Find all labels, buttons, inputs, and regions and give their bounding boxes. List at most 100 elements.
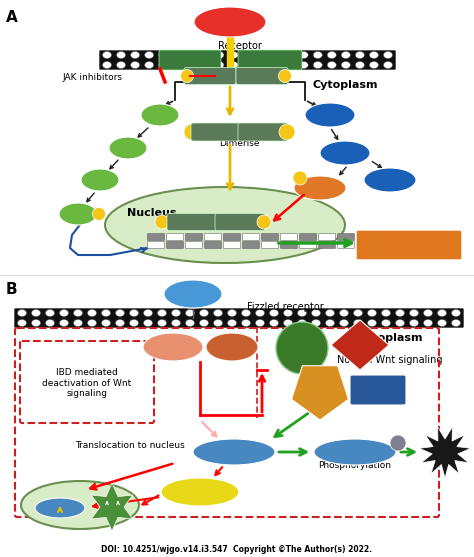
FancyBboxPatch shape [262, 233, 279, 241]
Ellipse shape [369, 51, 378, 58]
Ellipse shape [18, 320, 27, 326]
Ellipse shape [102, 51, 111, 58]
Ellipse shape [46, 320, 55, 326]
Ellipse shape [328, 51, 336, 58]
Text: STAT3: STAT3 [181, 217, 203, 227]
Text: Receptor: Receptor [218, 41, 262, 51]
Ellipse shape [271, 51, 280, 58]
Text: P: P [160, 219, 164, 225]
Ellipse shape [46, 310, 55, 316]
Text: Fizzled receptor: Fizzled receptor [246, 302, 323, 312]
Text: G-
Protein: G- Protein [212, 336, 252, 358]
Text: Phosphorylation: Phosphorylation [319, 462, 392, 471]
Text: JAK2: JAK2 [178, 56, 202, 65]
Ellipse shape [117, 61, 126, 69]
Ellipse shape [101, 320, 110, 326]
Ellipse shape [410, 310, 419, 316]
Ellipse shape [293, 171, 307, 185]
Text: STAT3: STAT3 [205, 128, 228, 136]
Text: STAT3: STAT3 [252, 128, 274, 136]
Text: APC: APC [309, 385, 332, 395]
Ellipse shape [311, 310, 320, 316]
Text: MYC
COX-2
Cyclin D: MYC COX-2 Cyclin D [96, 497, 128, 517]
Ellipse shape [326, 320, 335, 326]
Ellipse shape [193, 439, 275, 465]
Ellipse shape [129, 320, 138, 326]
Text: Oncogenesis: Oncogenesis [160, 487, 240, 497]
Ellipse shape [159, 61, 168, 69]
Text: PI3K: PI3K [318, 110, 342, 120]
Ellipse shape [438, 310, 447, 316]
Ellipse shape [116, 320, 125, 326]
FancyBboxPatch shape [185, 242, 202, 248]
Ellipse shape [59, 203, 97, 225]
Ellipse shape [341, 61, 350, 69]
FancyBboxPatch shape [243, 242, 259, 248]
Text: B-catenin: B-catenin [329, 447, 381, 457]
Ellipse shape [283, 310, 292, 316]
Text: B: B [6, 282, 18, 297]
Text: Cytoplasm: Cytoplasm [357, 333, 423, 343]
FancyBboxPatch shape [224, 242, 240, 248]
Text: STAT3: STAT3 [228, 217, 251, 227]
Ellipse shape [159, 51, 168, 58]
FancyBboxPatch shape [166, 242, 183, 248]
FancyBboxPatch shape [224, 233, 240, 241]
Ellipse shape [172, 320, 181, 326]
Ellipse shape [31, 320, 40, 326]
Ellipse shape [241, 310, 250, 316]
Ellipse shape [187, 51, 196, 58]
Ellipse shape [364, 168, 416, 192]
Text: MEK: MEK [88, 175, 112, 185]
Ellipse shape [255, 320, 264, 326]
Ellipse shape [410, 320, 419, 326]
Ellipse shape [21, 481, 139, 529]
Ellipse shape [279, 70, 292, 82]
Text: FOXO: FOXO [305, 183, 335, 193]
Text: Cytoplasm: Cytoplasm [312, 80, 378, 90]
Text: mTOT: mTOT [374, 175, 406, 185]
Text: P: P [396, 438, 401, 447]
Ellipse shape [184, 124, 200, 140]
Text: STAT3: STAT3 [199, 71, 221, 81]
FancyBboxPatch shape [262, 242, 279, 248]
Ellipse shape [395, 310, 404, 316]
FancyBboxPatch shape [319, 242, 336, 248]
FancyBboxPatch shape [238, 123, 288, 141]
Ellipse shape [314, 439, 396, 465]
Text: GSK: GSK [366, 385, 390, 395]
Ellipse shape [88, 310, 97, 316]
Ellipse shape [382, 320, 391, 326]
Ellipse shape [215, 51, 224, 58]
Ellipse shape [88, 320, 97, 326]
Text: Translocation to nucleus: Translocation to nucleus [75, 442, 185, 451]
Text: ERK: ERK [67, 209, 89, 219]
Text: Nucleus: Nucleus [32, 489, 78, 499]
Text: Raf: Raf [119, 143, 137, 153]
FancyBboxPatch shape [319, 233, 336, 241]
Ellipse shape [200, 310, 209, 316]
Ellipse shape [423, 320, 432, 326]
Ellipse shape [299, 51, 308, 58]
FancyBboxPatch shape [100, 51, 395, 69]
FancyBboxPatch shape [356, 230, 462, 260]
Ellipse shape [320, 141, 370, 165]
Ellipse shape [452, 320, 461, 326]
Ellipse shape [313, 61, 322, 69]
FancyBboxPatch shape [350, 375, 406, 405]
Ellipse shape [298, 310, 307, 316]
Text: Ras: Ras [150, 110, 170, 120]
Ellipse shape [423, 310, 432, 316]
Ellipse shape [257, 51, 266, 58]
Ellipse shape [141, 104, 179, 126]
Ellipse shape [172, 310, 181, 316]
Ellipse shape [145, 51, 154, 58]
Ellipse shape [144, 320, 153, 326]
FancyBboxPatch shape [300, 233, 317, 241]
Ellipse shape [31, 310, 40, 316]
Ellipse shape [201, 61, 210, 69]
Ellipse shape [101, 310, 110, 316]
Text: β-catenin: β-catenin [42, 504, 78, 512]
Ellipse shape [390, 435, 406, 451]
Ellipse shape [181, 70, 193, 82]
